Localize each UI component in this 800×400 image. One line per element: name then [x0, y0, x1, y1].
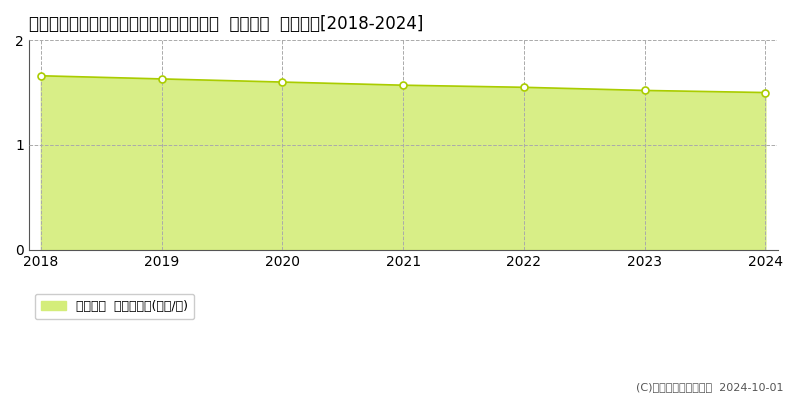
Legend: 基準地価  平均坪単価(万円/坪): 基準地価 平均坪単価(万円/坪) — [35, 294, 194, 319]
Text: (C)土地価格ドットコム  2024-10-01: (C)土地価格ドットコム 2024-10-01 — [637, 382, 784, 392]
Text: 徳島県那賀郡那賀町坂州字広瀬１２１番６  基準地価  地価推移[2018-2024]: 徳島県那賀郡那賀町坂州字広瀬１２１番６ 基準地価 地価推移[2018-2024] — [29, 15, 423, 33]
